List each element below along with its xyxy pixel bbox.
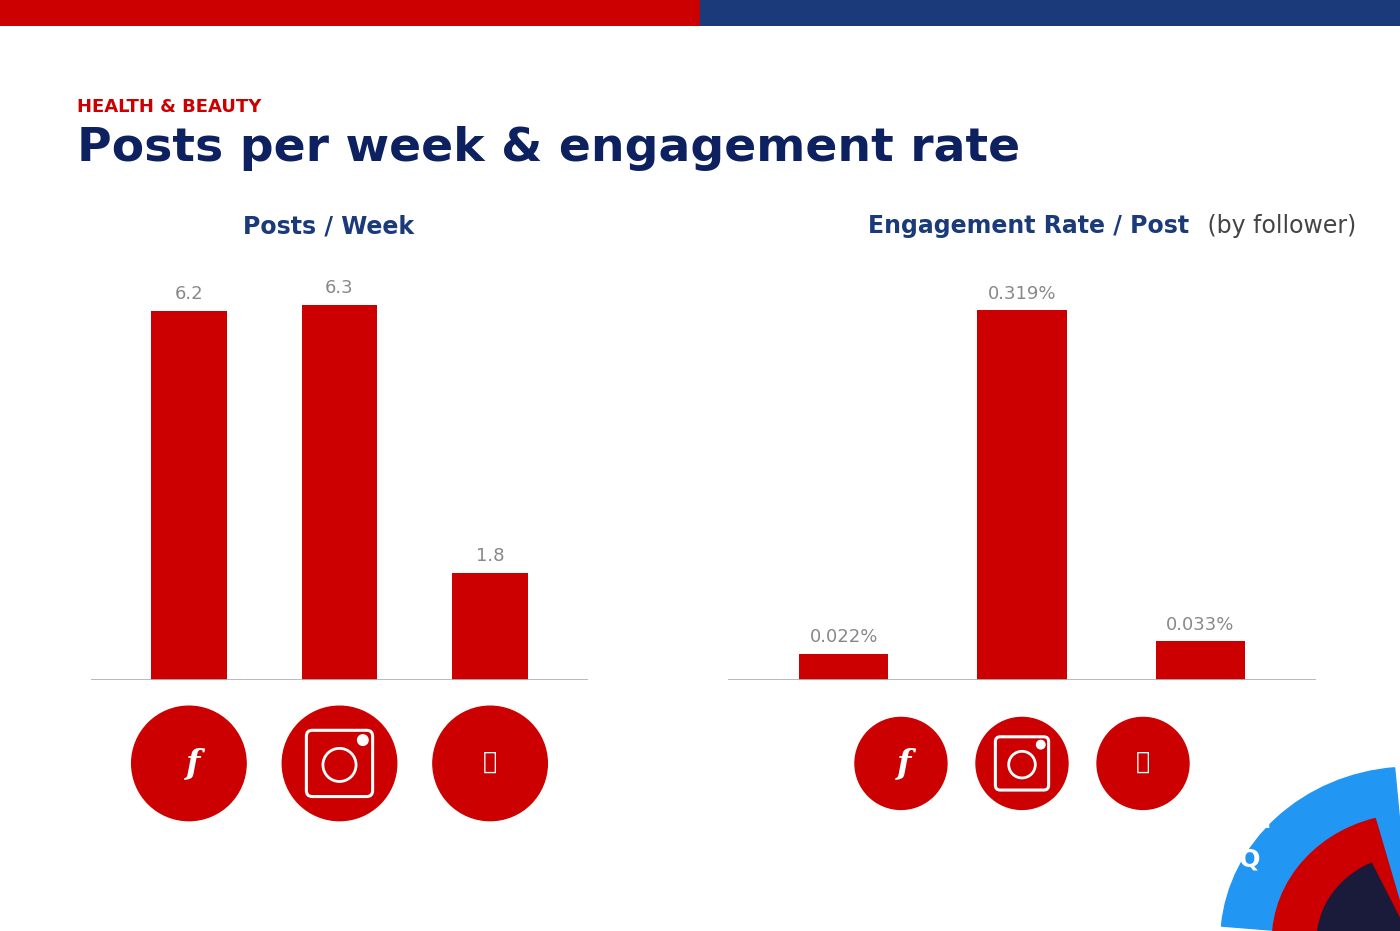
Circle shape (357, 735, 368, 746)
Wedge shape (1222, 768, 1400, 931)
Bar (0, 0, 700, 26)
Text: 6.2: 6.2 (175, 285, 203, 304)
Text: f: f (186, 747, 200, 780)
Text: Engagement Rate / Post: Engagement Rate / Post (868, 214, 1189, 238)
Text: 🐦: 🐦 (483, 749, 497, 774)
Text: 6.3: 6.3 (325, 279, 354, 297)
Bar (977, 310, 1067, 680)
Circle shape (433, 707, 547, 820)
Text: HEALTH & BEAUTY: HEALTH & BEAUTY (77, 98, 262, 115)
Text: Posts per week & engagement rate: Posts per week & engagement rate (77, 126, 1021, 170)
Text: Rival: Rival (1221, 814, 1271, 832)
Bar (700, 0, 1400, 26)
Text: 🐦: 🐦 (1135, 750, 1149, 775)
Circle shape (283, 707, 396, 820)
Text: 0.022%: 0.022% (809, 628, 878, 646)
Circle shape (855, 718, 946, 809)
Bar (302, 305, 377, 680)
Circle shape (1036, 740, 1044, 749)
Circle shape (976, 718, 1068, 809)
Text: (by follower): (by follower) (1200, 214, 1357, 238)
Circle shape (132, 707, 246, 820)
Text: Posts / Week: Posts / Week (244, 214, 414, 238)
Wedge shape (1317, 863, 1400, 931)
Text: f: f (897, 747, 911, 780)
Text: 0.319%: 0.319% (988, 285, 1056, 303)
Circle shape (1098, 718, 1189, 809)
Text: 1.8: 1.8 (476, 546, 504, 565)
Text: 0.033%: 0.033% (1166, 615, 1235, 634)
Bar (452, 573, 528, 680)
Bar (799, 654, 889, 680)
Text: IQ: IQ (1231, 847, 1261, 871)
Bar (151, 311, 227, 680)
Wedge shape (1273, 818, 1400, 931)
Bar (1155, 641, 1245, 680)
